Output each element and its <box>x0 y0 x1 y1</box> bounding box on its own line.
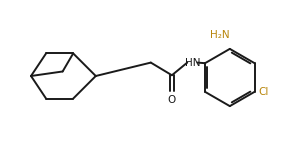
Text: O: O <box>168 95 176 104</box>
Text: Cl: Cl <box>258 87 269 97</box>
Text: HN: HN <box>185 58 200 68</box>
Text: H₂N: H₂N <box>210 30 230 40</box>
